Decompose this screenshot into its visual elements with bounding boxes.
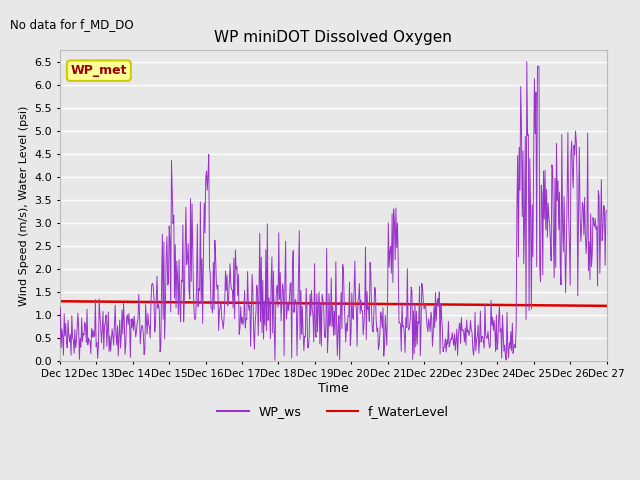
Y-axis label: Wind Speed (m/s), Water Level (psi): Wind Speed (m/s), Water Level (psi) [19, 106, 29, 306]
Text: WP_met: WP_met [70, 64, 127, 77]
X-axis label: Time: Time [318, 382, 349, 395]
Title: WP miniDOT Dissolved Oxygen: WP miniDOT Dissolved Oxygen [214, 30, 452, 45]
Text: No data for f_MD_DO: No data for f_MD_DO [10, 19, 134, 32]
Legend: WP_ws, f_WaterLevel: WP_ws, f_WaterLevel [212, 400, 454, 423]
